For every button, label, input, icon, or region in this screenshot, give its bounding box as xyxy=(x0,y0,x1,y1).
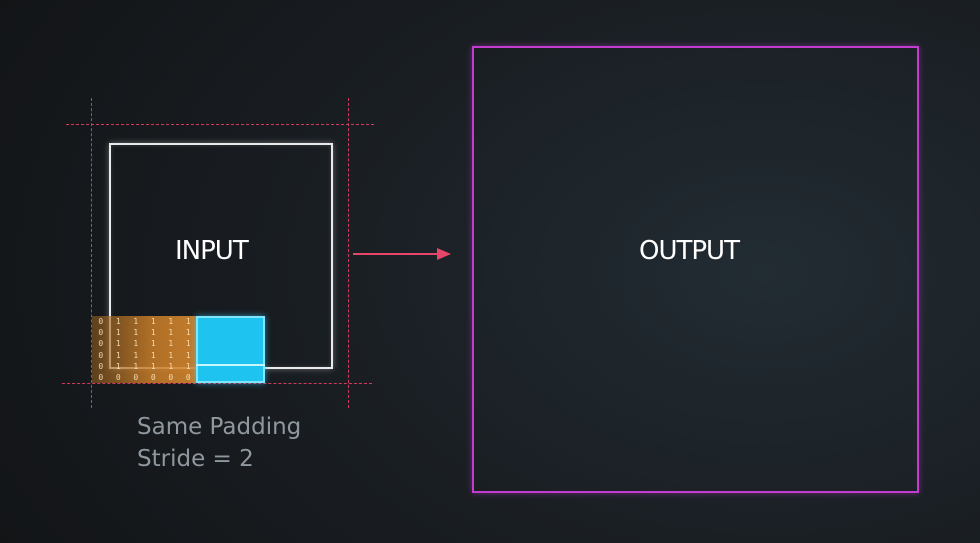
matrix-cell: 0 xyxy=(98,350,104,360)
matrix-cell: 1 xyxy=(115,339,121,349)
matrix-cell: 1 xyxy=(150,361,156,371)
matrix-cell: 0 xyxy=(185,372,191,382)
matrix-cell: 1 xyxy=(115,361,121,371)
matrix-cell: 1 xyxy=(168,361,174,371)
matrix-cell: 0 xyxy=(150,372,156,382)
matrix-cell: 1 xyxy=(150,339,156,349)
matrix-cell: 0 xyxy=(98,328,104,338)
matrix-cell: 1 xyxy=(168,350,174,360)
matrix-cell: 0 xyxy=(98,361,104,371)
matrix-cell: 0 xyxy=(133,372,139,382)
receptive-field-region xyxy=(92,316,197,383)
arrow-right-icon xyxy=(353,248,451,260)
matrix-cell: 1 xyxy=(168,339,174,349)
matrix-cell: 1 xyxy=(150,328,156,338)
padding-guide-left xyxy=(91,98,92,408)
padding-caption: Same Padding xyxy=(137,414,302,440)
matrix-cell: 1 xyxy=(168,328,174,338)
matrix-cell: 0 xyxy=(98,317,104,326)
matrix-cell: 1 xyxy=(168,317,174,326)
matrix-cell: 1 xyxy=(150,317,156,326)
output-box xyxy=(472,46,919,493)
matrix-cell: 1 xyxy=(133,350,139,360)
matrix-cell: 0 xyxy=(168,372,174,382)
output-label: OUTPUT xyxy=(639,236,740,266)
matrix-cell: 1 xyxy=(133,317,139,326)
matrix-cell: 1 xyxy=(185,350,191,360)
matrix-cell: 1 xyxy=(133,361,139,371)
matrix-cell: 1 xyxy=(185,328,191,338)
matrix-cell: 1 xyxy=(185,317,191,326)
kernel-highlight-line xyxy=(196,364,265,366)
stride-caption: Stride = 2 xyxy=(137,446,254,472)
filter-kernel xyxy=(196,316,265,383)
matrix-cell: 1 xyxy=(115,350,121,360)
padding-guide-top xyxy=(66,124,374,125)
matrix-cell: 1 xyxy=(133,339,139,349)
matrix-cell: 0 xyxy=(98,339,104,349)
matrix-cell: 1 xyxy=(115,328,121,338)
matrix-cell: 0 xyxy=(115,372,121,382)
matrix-cell: 1 xyxy=(150,350,156,360)
padding-guide-bottom xyxy=(62,383,372,384)
matrix-cell: 1 xyxy=(133,328,139,338)
matrix-cell: 0 xyxy=(98,372,104,382)
matrix-cell: 1 xyxy=(185,339,191,349)
input-label: INPUT xyxy=(175,236,249,266)
matrix-cell: 1 xyxy=(115,317,121,326)
padding-guide-right xyxy=(348,98,349,408)
matrix-cell: 1 xyxy=(185,361,191,371)
